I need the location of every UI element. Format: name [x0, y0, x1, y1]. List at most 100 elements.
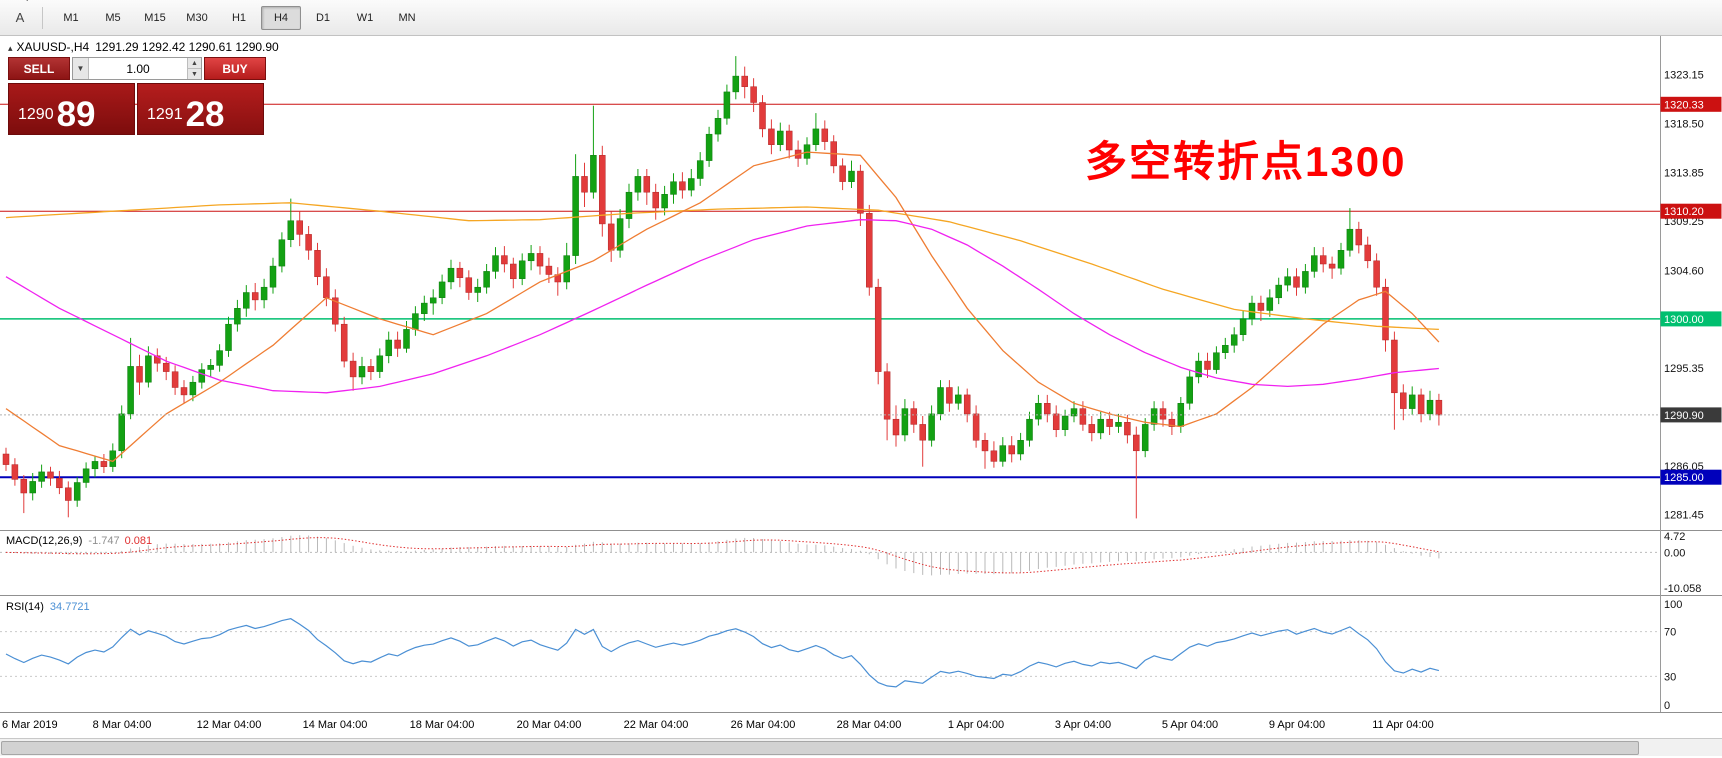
candle-body [1373, 260, 1380, 288]
candle-body [1061, 415, 1069, 430]
sell-price-big-digits: 89 [56, 95, 96, 135]
candle-body [1328, 263, 1336, 269]
sell-button[interactable]: SELL [8, 57, 70, 80]
panel-toggle-icon[interactable]: ▴ [8, 43, 13, 53]
macd-label: MACD(12,26,9) [6, 535, 83, 547]
candle-body [696, 160, 704, 179]
candle-body [136, 366, 143, 383]
time-axis-label: 22 Mar 04:00 [623, 719, 689, 731]
volume-dropdown-icon[interactable]: ▼ [73, 58, 89, 79]
candle-body [946, 387, 953, 404]
price-axis-label: 1323.15 [1664, 70, 1704, 82]
time-axis-label: 3 Apr 04:00 [1054, 719, 1112, 731]
buy-price-big-digits: 28 [185, 95, 225, 135]
candle-body [145, 355, 152, 383]
candle-body [243, 292, 250, 309]
candle-body [483, 271, 490, 288]
candle-body [296, 220, 303, 235]
horizontal-lines-layer [0, 103, 1660, 479]
candle-body [1195, 360, 1202, 378]
volume-increase-icon[interactable]: ▲ [188, 58, 201, 69]
candle-body [1008, 445, 1015, 455]
candle-body [1346, 228, 1354, 251]
candle-body [607, 223, 615, 251]
candle-body [412, 313, 419, 330]
text-label-glyph: A [15, 10, 25, 25]
timeframe-m30[interactable]: M30 [186, 11, 208, 24]
candle-body [732, 75, 740, 93]
macd-signal-value: 0.081 [124, 535, 153, 547]
candle-body [1435, 399, 1443, 416]
candle-body [1159, 408, 1167, 420]
candle-body [1382, 286, 1389, 341]
candle-body [928, 413, 935, 441]
candle-body [438, 281, 446, 298]
price-badge [1660, 311, 1722, 327]
candle-body [323, 276, 330, 299]
rsi-indicator-header: RSI(14) 34.7721 [6, 601, 90, 613]
timeframe-d1[interactable]: D1 [315, 11, 331, 24]
candle-body [73, 482, 81, 501]
candle-body [38, 471, 45, 482]
candle-body [1426, 399, 1434, 415]
candle-body [679, 181, 686, 191]
volume-decrease-icon[interactable]: ▼ [188, 69, 201, 79]
timeframe-m15[interactable]: M15 [144, 11, 166, 24]
timeframe-h1[interactable]: H1 [231, 11, 247, 24]
ma-mid-magenta [5, 219, 1439, 394]
volume-field[interactable]: ▼ 1.00 ▲ ▼ [72, 57, 202, 80]
candle-body [1284, 276, 1291, 286]
volume-value[interactable]: 1.00 [126, 61, 150, 76]
price-badge-label: 1290.90 [1664, 410, 1704, 422]
buy-button[interactable]: BUY [204, 57, 266, 80]
macd-axis-label: 0.00 [1664, 547, 1685, 559]
candle-body [883, 371, 891, 420]
candle-body [599, 155, 606, 225]
scrollbar-thumb[interactable] [1, 741, 1639, 755]
timeframe-w1[interactable]: W1 [356, 11, 374, 24]
candle-body [207, 365, 214, 370]
candle-body [501, 255, 508, 265]
candle-body [1150, 408, 1158, 425]
candle-body [919, 424, 926, 441]
horizontal-scrollbar[interactable] [0, 738, 1722, 756]
candle-body [1052, 413, 1060, 430]
candle-body [225, 323, 232, 351]
candle-body [857, 170, 864, 214]
candle-body [2, 453, 10, 465]
chart-area[interactable]: 4.72 0.00 -10.058 100 70 30 0 1323.15 1318.50 131… [0, 36, 1722, 758]
candle-body [1319, 255, 1327, 265]
candle-body [1239, 318, 1247, 335]
candle-body [1311, 255, 1318, 272]
text-label-icon[interactable]: A [6, 5, 34, 31]
candle-body [269, 265, 277, 288]
price-badge-label: 1320.33 [1664, 99, 1704, 111]
candle-body [189, 381, 197, 396]
candle-body [1070, 408, 1078, 417]
price-axis: 1323.15 1318.50 1313.85 1309.25 1304.60 1295.… [1660, 70, 1722, 522]
timeframe-m5[interactable]: M5 [105, 11, 121, 24]
timeframe-h4[interactable]: H4 [261, 5, 301, 30]
timeframe-m1[interactable]: M1 [63, 11, 79, 24]
candle-body [563, 255, 570, 283]
candle-body [652, 191, 659, 209]
object-list-icon[interactable]: ▦F [6, 0, 34, 5]
buy-price-display[interactable]: 1291 28 [137, 83, 264, 135]
time-axis[interactable]: 6 Mar 2019 8 Mar 04:00 12 Mar 04:00 14 Mar … [0, 712, 1722, 738]
price-axis-label: 1309.25 [1664, 216, 1704, 228]
time-axis-label: 9 Apr 04:00 [1268, 719, 1326, 731]
candle-body [634, 176, 642, 193]
candle-body [1275, 284, 1282, 299]
price-badge-label: 1310.20 [1664, 206, 1704, 218]
candle-body [20, 479, 28, 494]
candle-body [118, 413, 125, 452]
time-axis-label: 5 Apr 04:00 [1161, 719, 1219, 731]
candle-body [1088, 424, 1096, 434]
moving-averages-layer [5, 151, 1440, 463]
sell-price-display[interactable]: 1290 89 [8, 83, 135, 135]
candle-body [287, 220, 295, 240]
chart-canvas[interactable]: 4.72 0.00 -10.058 100 70 30 0 1323.15 1318.50 131… [0, 36, 1722, 712]
timeframe-mn[interactable]: MN [398, 11, 416, 24]
price-badge [1660, 469, 1722, 485]
macd-axis-label: 4.72 [1664, 531, 1685, 543]
